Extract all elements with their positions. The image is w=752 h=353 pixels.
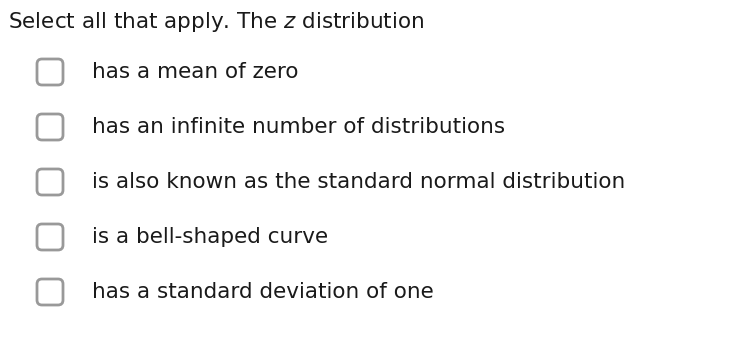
Text: has an infinite number of distributions: has an infinite number of distributions: [92, 117, 505, 137]
Text: is also known as the standard normal distribution: is also known as the standard normal dis…: [92, 172, 625, 192]
FancyBboxPatch shape: [37, 59, 63, 85]
Text: is a bell-shaped curve: is a bell-shaped curve: [92, 227, 328, 247]
Text: Select all that apply. The $z$ distribution: Select all that apply. The $z$ distribut…: [8, 10, 424, 34]
Text: has a standard deviation of one: has a standard deviation of one: [92, 282, 434, 302]
FancyBboxPatch shape: [37, 114, 63, 140]
FancyBboxPatch shape: [37, 224, 63, 250]
FancyBboxPatch shape: [37, 169, 63, 195]
FancyBboxPatch shape: [37, 279, 63, 305]
Text: has a mean of zero: has a mean of zero: [92, 62, 299, 82]
